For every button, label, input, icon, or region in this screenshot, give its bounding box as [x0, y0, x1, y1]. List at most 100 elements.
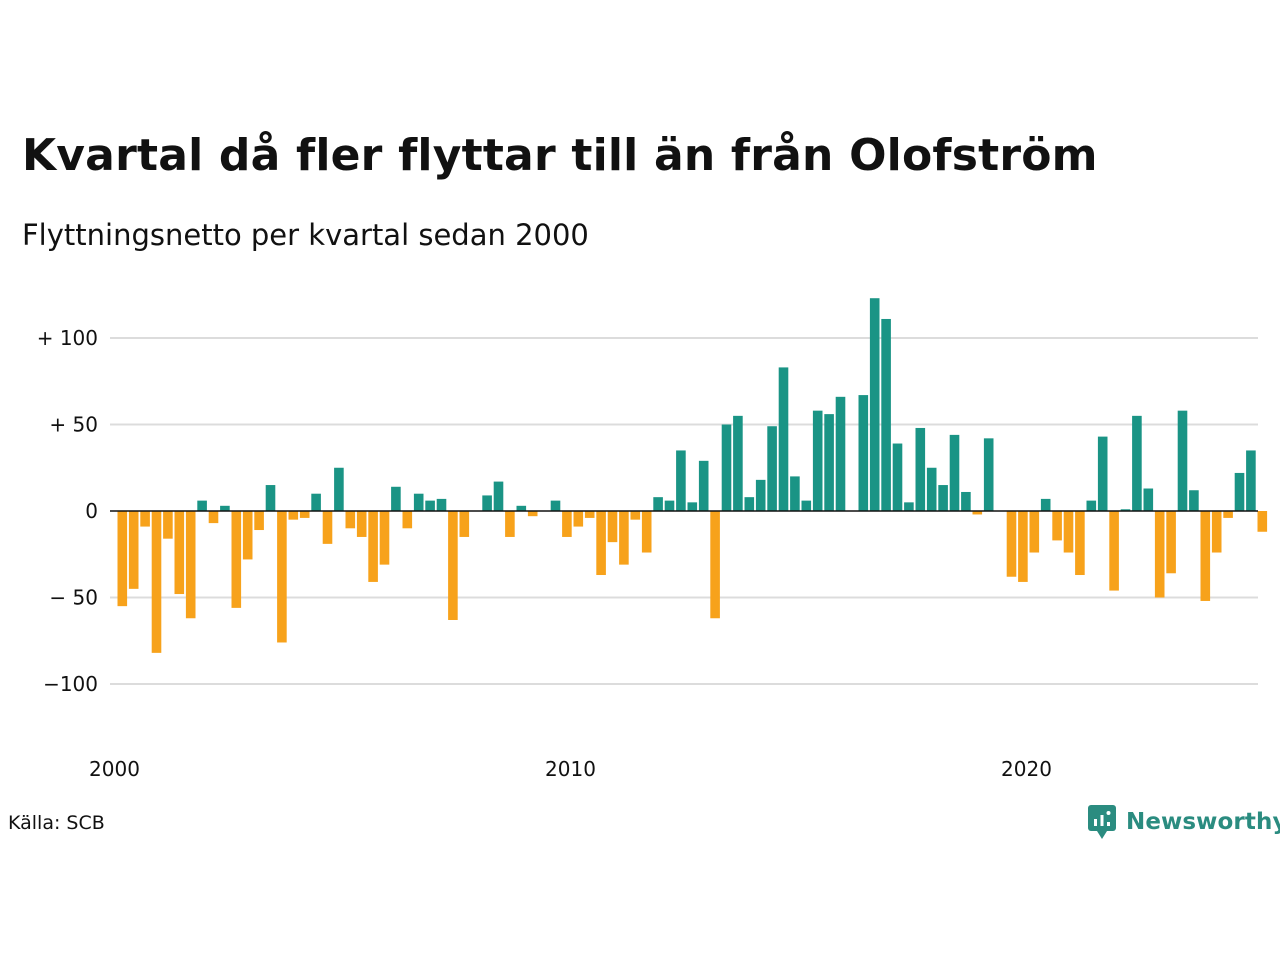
bar: [550, 500, 561, 511]
bar: [1246, 450, 1256, 511]
bar: [1166, 511, 1176, 574]
bar: [915, 427, 926, 511]
bar: [698, 460, 709, 511]
bar: [801, 500, 812, 511]
bar: [140, 511, 150, 527]
bar: [926, 467, 937, 511]
bar: [767, 426, 777, 511]
bar: [881, 318, 891, 511]
bar: [983, 438, 994, 511]
bars: [110, 298, 1268, 653]
bar: [1006, 511, 1017, 577]
bar: [573, 511, 584, 527]
bar: [630, 511, 641, 520]
bar: [721, 424, 732, 511]
bar: [949, 434, 960, 511]
bar: [584, 511, 595, 518]
bar: [812, 410, 823, 511]
bar: [1120, 509, 1131, 511]
bar: [174, 511, 185, 595]
bar: [1257, 511, 1268, 532]
bar: [368, 511, 378, 582]
bar: [1211, 511, 1222, 553]
bar: [687, 502, 698, 511]
bar: [311, 493, 321, 511]
y-tick-label: − 50: [49, 586, 98, 610]
y-tick-label: 0: [85, 499, 98, 523]
bar: [790, 476, 800, 511]
bar: [163, 511, 173, 539]
bar: [676, 450, 686, 511]
bar: [972, 511, 983, 515]
bar: [1132, 415, 1142, 511]
bar: [231, 511, 242, 608]
chart-subtitle: Flyttningsnetto per kvartal sedan 2000: [22, 218, 589, 252]
bar: [345, 511, 356, 529]
bar: [733, 415, 743, 511]
bar: [961, 491, 971, 511]
x-tick-label: 2020: [1001, 757, 1052, 781]
bar: [391, 486, 401, 511]
bar: [1189, 490, 1199, 511]
bar: [1040, 498, 1051, 511]
bar: [892, 443, 903, 511]
bar: [265, 485, 276, 511]
bar: [448, 511, 458, 620]
bar: [1018, 511, 1028, 582]
bar: [744, 497, 755, 511]
bar: [607, 511, 618, 543]
bar: [1234, 472, 1245, 511]
bar: [379, 511, 390, 565]
bar: [835, 396, 846, 511]
bar: [755, 479, 766, 511]
bar: [1063, 511, 1074, 553]
bar: [710, 511, 720, 619]
bar: [664, 500, 675, 511]
bar: [356, 511, 367, 537]
y-tick-label: −100: [43, 672, 98, 696]
bar: [436, 498, 447, 511]
bar: [242, 511, 253, 560]
brand-name: Newsworthy: [1126, 809, 1280, 835]
bar: [1109, 511, 1119, 591]
bar: [459, 511, 470, 537]
bar: [1177, 410, 1188, 511]
bar: [1200, 511, 1211, 601]
chart-title: Kvartal då fler flyttar till än från Olo…: [22, 130, 1098, 181]
bar: [527, 511, 538, 517]
bar: [128, 511, 139, 589]
bar: [778, 367, 789, 511]
bar: [1223, 511, 1233, 518]
bar: [824, 414, 834, 511]
bar: [1154, 511, 1165, 598]
bar: [254, 511, 264, 531]
bar: [425, 500, 435, 511]
y-tick-label: + 50: [49, 413, 98, 437]
bar: [904, 502, 914, 511]
bar: [220, 505, 230, 511]
bar: [322, 511, 333, 544]
bar: [938, 485, 948, 511]
source-note: Källa: SCB: [8, 812, 105, 834]
grid-lines: [110, 337, 1258, 685]
newsworthy-logo-icon: [1088, 805, 1116, 839]
bar: [277, 511, 287, 643]
bar: [858, 395, 869, 511]
bar: [402, 511, 413, 529]
bar: [1052, 511, 1062, 541]
brand-logo[interactable]: Newsworthy: [1088, 803, 1280, 841]
bar: [493, 481, 504, 511]
bar: [516, 505, 527, 511]
bar: [334, 467, 344, 511]
x-axis: 2000 2010 2020: [89, 757, 1052, 781]
y-tick-label: + 100: [37, 326, 98, 350]
bar: [185, 511, 196, 619]
x-tick-label: 2000: [89, 757, 140, 781]
bar: [1029, 511, 1040, 553]
bar: [482, 495, 492, 511]
bar: [869, 298, 880, 511]
bar: [208, 511, 219, 524]
y-axis: + 100 + 50 0 − 50 −100: [37, 326, 98, 696]
bar: [299, 511, 310, 518]
